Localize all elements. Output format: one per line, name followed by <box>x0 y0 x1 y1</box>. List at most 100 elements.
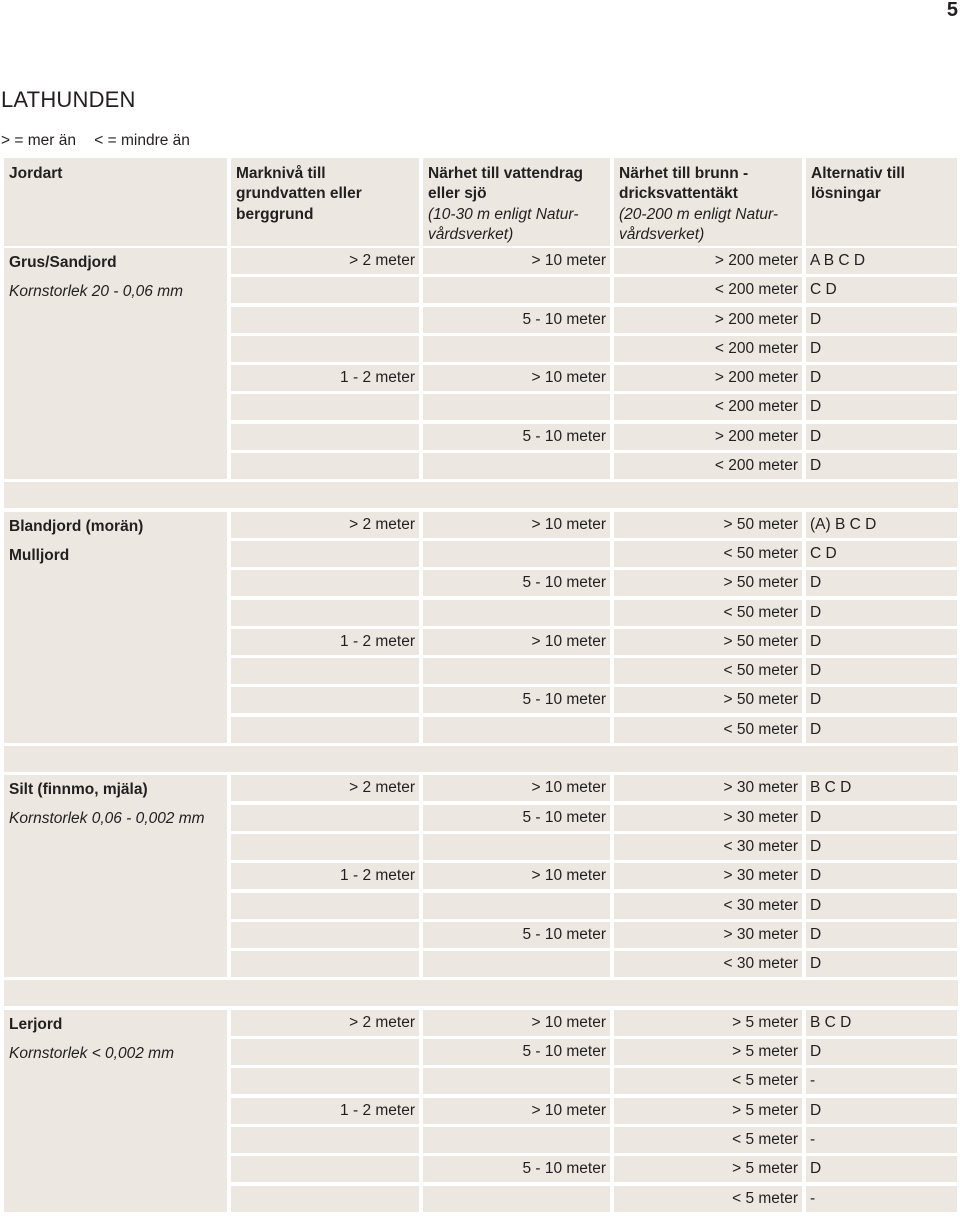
jordart-name: Grus/Sandjord <box>9 254 117 271</box>
markniva-cell <box>231 306 419 333</box>
markniva-cell: > 2 meter <box>231 248 419 274</box>
alternativ-cell: D <box>806 716 957 743</box>
vattendrag-cell: 5 - 10 meter <box>423 921 610 948</box>
brunn-cell: < 5 meter <box>614 1068 802 1095</box>
markniva-cell <box>231 833 419 860</box>
group-separator <box>4 746 958 773</box>
table-row: < 50 meter D <box>231 599 958 626</box>
brunn-cell: > 5 meter <box>614 1039 802 1066</box>
alternativ-cell: D <box>806 365 957 392</box>
vattendrag-cell <box>423 892 610 919</box>
alternativ-cell: A B C D <box>806 248 957 274</box>
brunn-cell: > 5 meter <box>614 1156 802 1183</box>
alternativ-cell: D <box>806 306 957 333</box>
brunn-cell: > 50 meter <box>614 570 802 597</box>
brunn-cell: > 30 meter <box>614 863 802 890</box>
vattendrag-cell <box>423 833 610 860</box>
alternativ-cell: D <box>806 833 957 860</box>
grain-size: Kornstorlek 20 - 0,06 mm <box>9 283 184 300</box>
table-row: > 2 meter > 10 meter > 30 meter B C D <box>231 775 958 802</box>
vattendrag-cell <box>423 658 610 685</box>
legend: > = mer än < = mindre än <box>1 132 190 150</box>
jordart-name: Lerjord <box>9 1015 63 1033</box>
table-row: 5 - 10 meter > 5 meter D <box>231 1039 958 1066</box>
markniva-cell: 1 - 2 meter <box>231 1097 419 1124</box>
brunn-cell: > 30 meter <box>614 804 802 831</box>
alternativ-cell: - <box>806 1068 957 1095</box>
vattendrag-cell <box>423 716 610 743</box>
grain-size: Kornstorlek < 0,002 mm <box>9 1044 174 1062</box>
markniva-cell <box>231 570 419 597</box>
legend-less: < = mindre än <box>94 132 190 149</box>
vattendrag-cell: 5 - 10 meter <box>423 423 610 450</box>
group-separator <box>4 482 958 509</box>
markniva-cell <box>231 599 419 626</box>
table-row: 1 - 2 meter > 10 meter > 5 meter D <box>231 1097 958 1124</box>
table-row: 5 - 10 meter > 200 meter D <box>231 423 958 450</box>
brunn-cell: < 50 meter <box>614 658 802 685</box>
vattendrag-cell: 5 - 10 meter <box>423 570 610 597</box>
vattendrag-cell: 5 - 10 meter <box>423 1156 610 1183</box>
brunn-cell: < 30 meter <box>614 833 802 860</box>
alternativ-cell: D <box>806 394 957 421</box>
alternativ-cell: - <box>806 1126 957 1153</box>
brunn-cell: > 200 meter <box>614 365 802 392</box>
soil-group: Blandjord (morän) Mulljord > 2 meter > 10 m… <box>4 511 958 743</box>
vattendrag-cell <box>423 951 610 978</box>
markniva-cell <box>231 921 419 948</box>
page-title: LATHUNDEN <box>1 87 136 112</box>
markniva-cell <box>231 951 419 978</box>
table-row: < 5 meter - <box>231 1068 958 1095</box>
table-row: 1 - 2 meter > 10 meter > 200 meter D <box>231 365 958 392</box>
legend-more: > = mer än <box>1 132 76 149</box>
table-row: 5 - 10 meter > 5 meter D <box>231 1156 958 1183</box>
alternativ-cell: D <box>806 687 957 714</box>
brunn-cell: < 5 meter <box>614 1185 802 1212</box>
alternativ-cell: B C D <box>806 775 957 802</box>
markniva-cell <box>231 1039 419 1066</box>
jordart-name-secondary: Mulljord <box>9 546 70 564</box>
markniva-cell <box>231 540 419 567</box>
markniva-cell <box>231 687 419 714</box>
alternativ-cell: D <box>806 892 957 919</box>
vattendrag-cell: > 10 meter <box>423 248 610 274</box>
table-row: 5 - 10 meter > 200 meter D <box>231 306 958 333</box>
table-row: > 2 meter > 10 meter > 200 meter A B C D <box>231 248 958 274</box>
markniva-cell <box>231 423 419 450</box>
vattendrag-cell: 5 - 10 meter <box>423 1039 610 1066</box>
vattendrag-cell: > 10 meter <box>423 365 610 392</box>
markniva-cell: 1 - 2 meter <box>231 628 419 655</box>
brunn-cell: > 30 meter <box>614 775 802 802</box>
brunn-cell: < 200 meter <box>614 335 802 362</box>
soil-group: Silt (finnmo, mjäla) Kornstorlek 0,06 - 0… <box>4 775 958 978</box>
table-row: < 200 meter D <box>231 453 958 480</box>
markniva-cell <box>231 453 419 480</box>
vattendrag-cell: 5 - 10 meter <box>423 687 610 714</box>
table-row: > 2 meter > 10 meter > 5 meter B C D <box>231 1009 958 1036</box>
alternativ-cell: D <box>806 658 957 685</box>
table-row: 5 - 10 meter > 30 meter D <box>231 804 958 831</box>
header-vattendrag: Närhet till vattendrag eller sjö (10-30 … <box>423 158 610 246</box>
alternativ-cell: D <box>806 804 957 831</box>
vattendrag-cell <box>423 540 610 567</box>
brunn-cell: > 50 meter <box>614 511 802 538</box>
alternativ-cell: C D <box>806 540 957 567</box>
header-alternativ: Alternativ till lösningar <box>806 158 957 246</box>
markniva-cell <box>231 892 419 919</box>
table-row: < 200 meter D <box>231 394 958 421</box>
table-row: 1 - 2 meter > 10 meter > 50 meter D <box>231 628 958 655</box>
brunn-cell: > 30 meter <box>614 921 802 948</box>
vattendrag-cell <box>423 1185 610 1212</box>
markniva-cell: > 2 meter <box>231 1009 419 1036</box>
table-row: < 200 meter C D <box>231 277 958 304</box>
header-brunn: Närhet till brunn - dricksvattentäkt (20… <box>614 158 802 246</box>
brunn-cell: > 50 meter <box>614 628 802 655</box>
vattendrag-cell <box>423 453 610 480</box>
brunn-cell: < 200 meter <box>614 394 802 421</box>
alternativ-cell: D <box>806 335 957 362</box>
markniva-cell: > 2 meter <box>231 775 419 802</box>
vattendrag-cell <box>423 599 610 626</box>
vattendrag-cell: > 10 meter <box>423 775 610 802</box>
vattendrag-cell: > 10 meter <box>423 1009 610 1036</box>
jordart-cell: Silt (finnmo, mjäla) Kornstorlek 0,06 - 0… <box>4 775 227 978</box>
